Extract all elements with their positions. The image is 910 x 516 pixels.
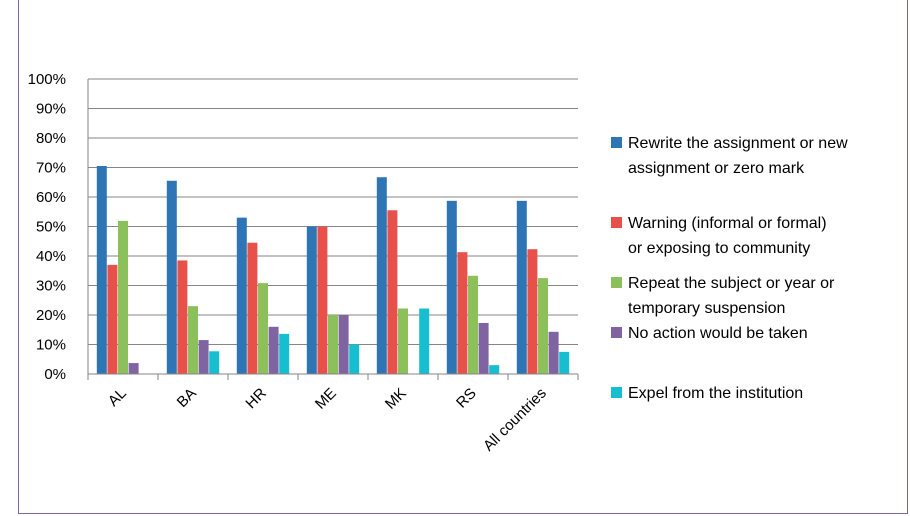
bar (328, 315, 338, 374)
bar (279, 333, 290, 374)
legend-swatch (611, 217, 622, 228)
x-axis-ticks: AL BA HR ME MK RS All countries (105, 385, 550, 455)
x-tick-label: AL (105, 385, 130, 410)
y-axis-ticks: 0% 10% 20% 30% 40% 50% 60% 70% 80% 90% 100% (28, 71, 66, 383)
legend-label: or exposing to community (628, 240, 810, 257)
bar (188, 306, 198, 374)
bar (166, 180, 177, 374)
legend-swatch (611, 277, 622, 288)
y-tick-label: 0% (44, 366, 66, 383)
legend-label: Warning (informal or formal) (628, 215, 827, 232)
legend: Rewrite the assignment or new assignment … (611, 135, 848, 402)
bar (349, 344, 360, 374)
bar (387, 210, 398, 374)
bar (247, 242, 258, 374)
legend-label: No action would be taken (628, 325, 808, 342)
y-tick-label: 90% (36, 101, 66, 118)
bar (209, 351, 220, 374)
bar (107, 264, 118, 374)
bar (538, 278, 548, 374)
bar (376, 177, 387, 374)
legend-label: temporary suspension (628, 300, 785, 317)
legend-swatch (611, 387, 622, 398)
bar (177, 260, 188, 374)
x-tick-label: MK (382, 385, 410, 413)
bar (268, 326, 279, 374)
bar (516, 200, 527, 374)
x-tick-label: RS (453, 385, 480, 412)
bar (118, 220, 128, 374)
y-tick-label: 100% (28, 71, 66, 88)
bar (306, 226, 317, 374)
bar (478, 322, 489, 374)
bar (446, 200, 457, 374)
chart-frame (18, 0, 908, 514)
x-tick-label: All countries (480, 385, 550, 455)
bar (128, 363, 139, 374)
bar (548, 331, 559, 374)
bar (468, 275, 478, 374)
y-tick-label: 80% (36, 130, 66, 147)
bar (198, 340, 209, 374)
x-axis (87, 79, 579, 380)
y-tick-label: 20% (36, 307, 66, 324)
x-tick-label: ME (312, 385, 340, 413)
y-tick-label: 30% (36, 278, 66, 295)
bar (457, 252, 468, 374)
y-tick-label: 70% (36, 160, 66, 177)
bar (236, 217, 247, 374)
bar (398, 308, 408, 374)
y-tick-label: 10% (36, 337, 66, 354)
bar (419, 308, 430, 374)
bar (258, 283, 268, 374)
y-tick-label: 50% (36, 219, 66, 236)
legend-label: Repeat the subject or year or (628, 275, 835, 292)
bar (96, 166, 107, 374)
bar (527, 249, 538, 374)
legend-swatch (611, 137, 622, 148)
legend-label: Rewrite the assignment or new (628, 135, 848, 152)
y-tick-label: 60% (36, 189, 66, 206)
legend-swatch (611, 327, 622, 338)
legend-label: assignment or zero mark (628, 160, 805, 177)
x-tick-label: BA (174, 385, 200, 411)
bar (338, 315, 349, 374)
legend-label: Expel from the institution (628, 385, 803, 402)
x-tick-label: HR (242, 385, 269, 412)
bars (96, 166, 570, 374)
y-tick-label: 40% (36, 248, 66, 265)
bar (489, 365, 500, 374)
bar (317, 226, 328, 374)
bar (559, 351, 570, 374)
